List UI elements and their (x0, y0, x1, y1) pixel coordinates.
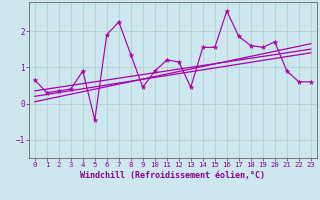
X-axis label: Windchill (Refroidissement éolien,°C): Windchill (Refroidissement éolien,°C) (80, 171, 265, 180)
